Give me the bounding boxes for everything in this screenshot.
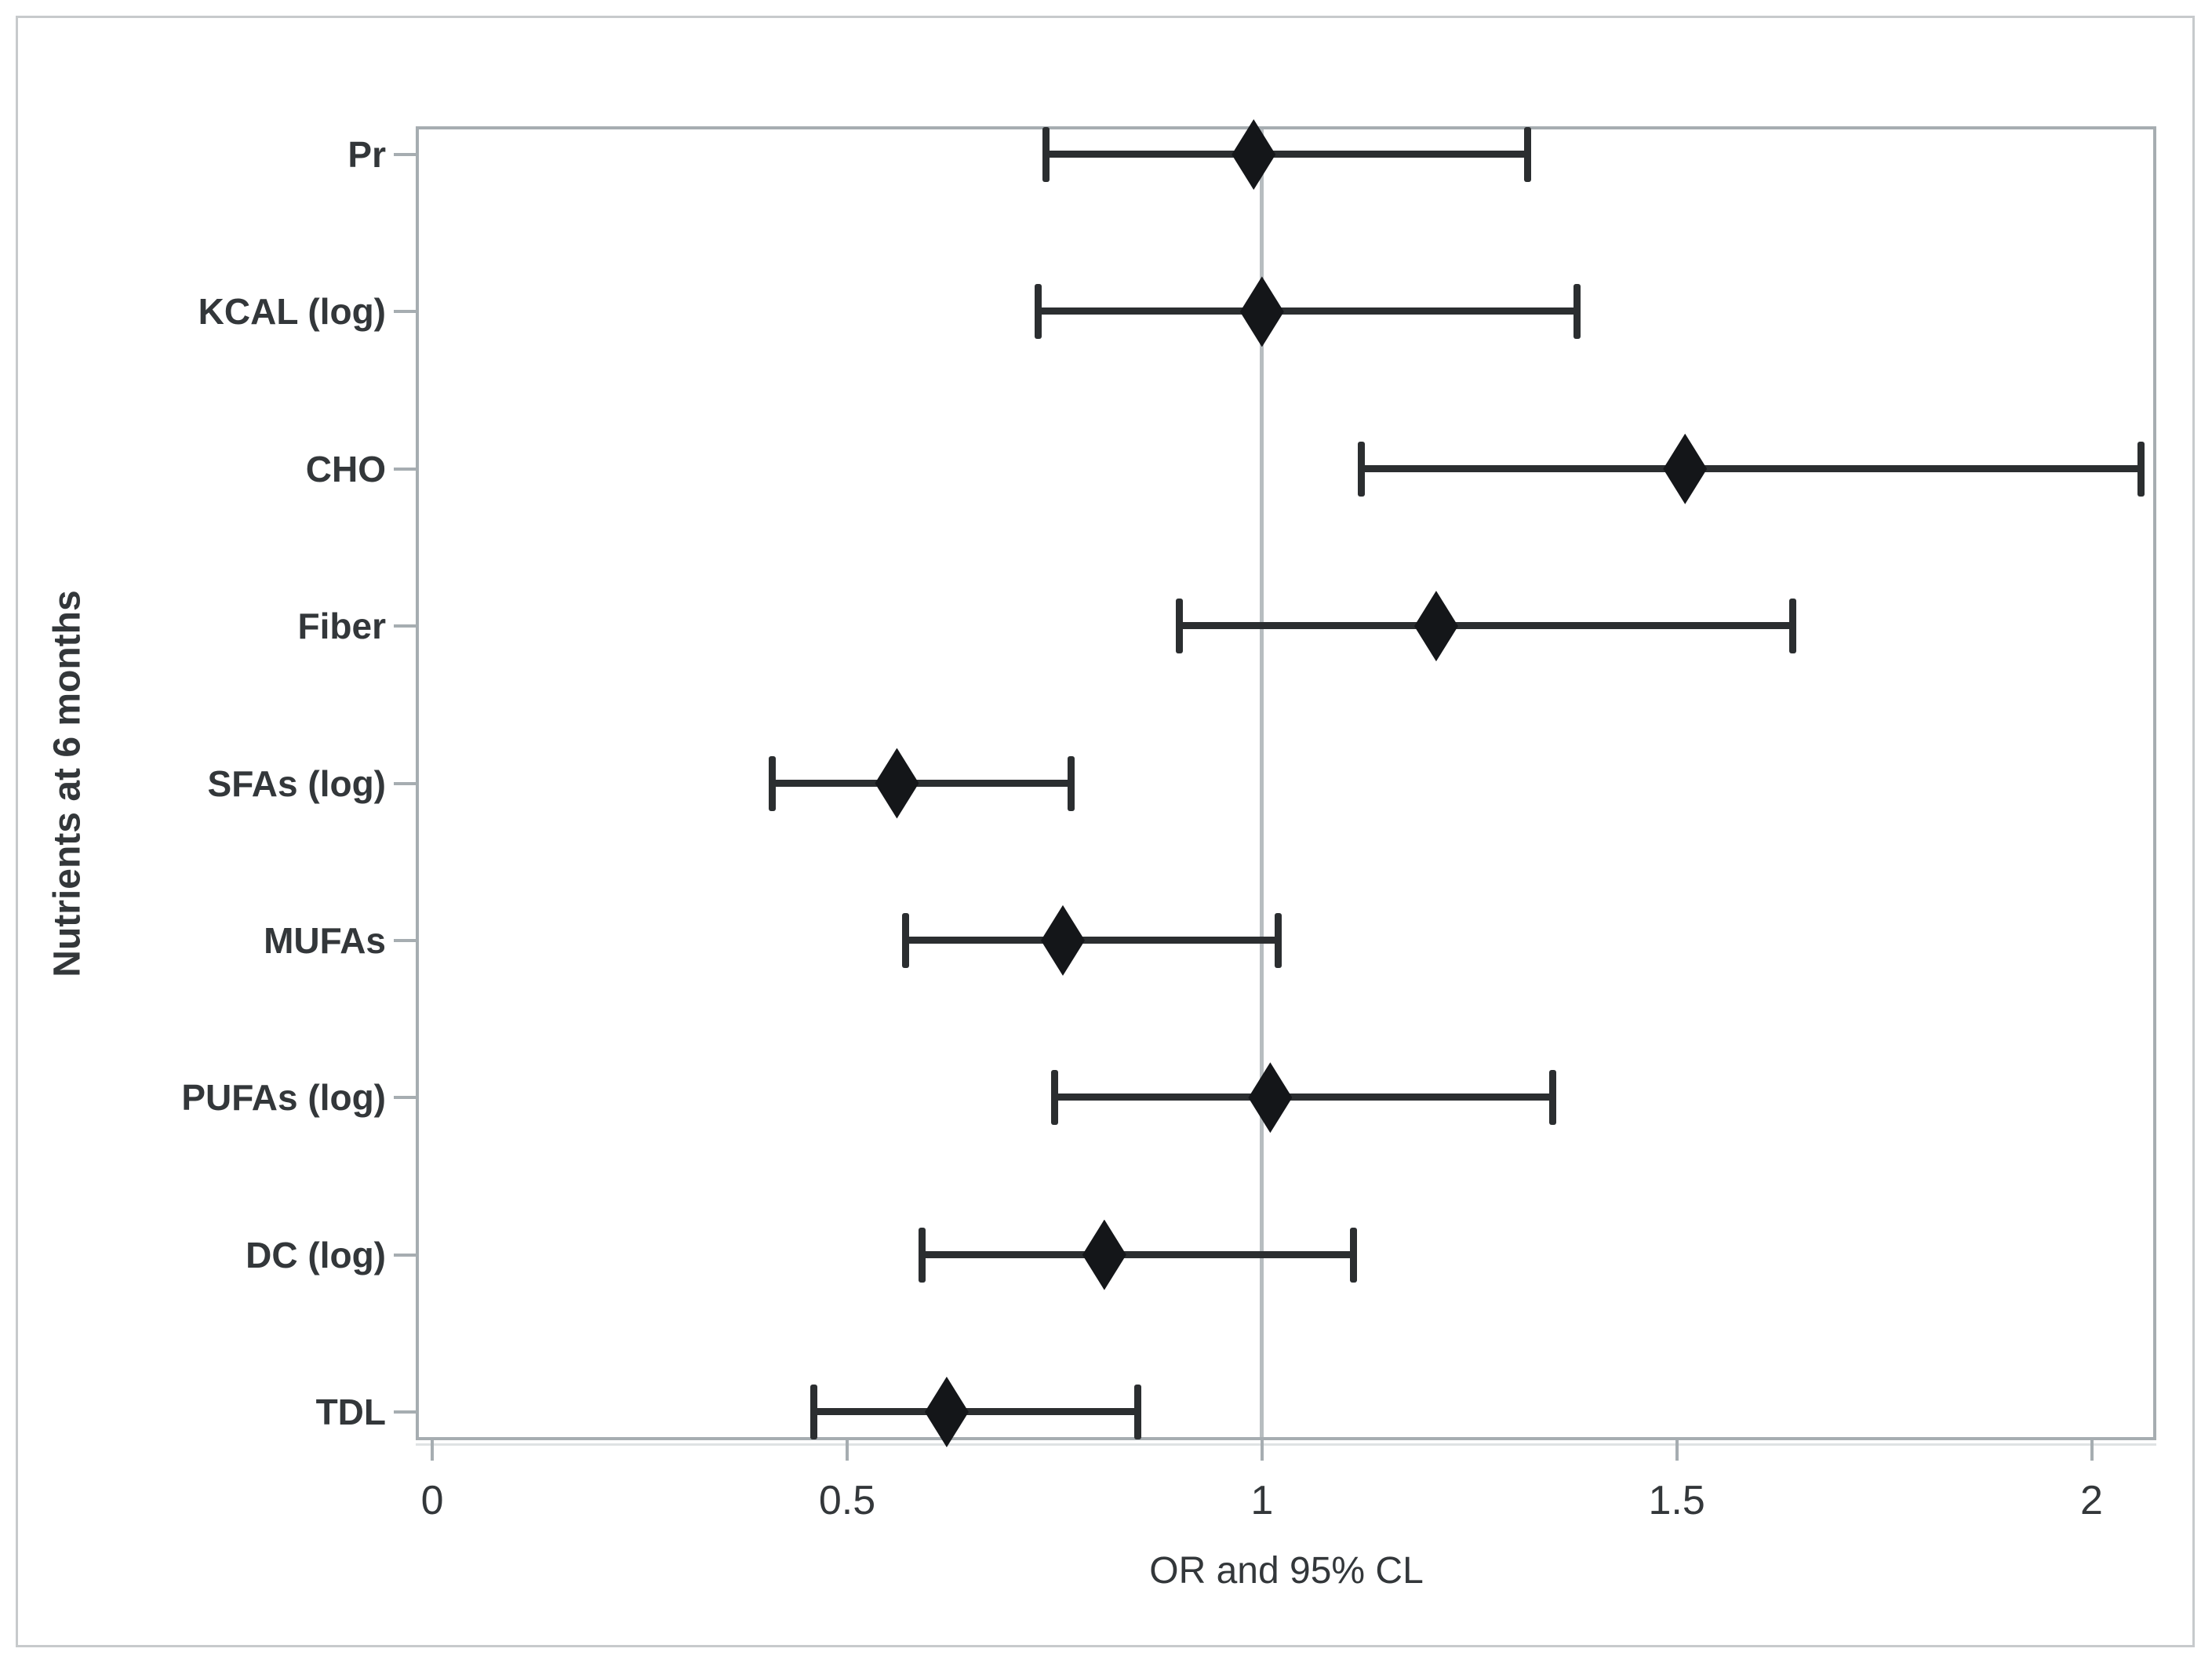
ci-cap-right — [1068, 755, 1075, 811]
ci-bar — [1179, 622, 1793, 630]
ci-cap-right — [1574, 284, 1581, 340]
ci-cap-right — [1789, 599, 1797, 654]
ci-bar — [813, 1408, 1138, 1415]
row-label: SFAs (log) — [207, 762, 386, 804]
row-label: KCAL (log) — [198, 291, 386, 333]
x-tick — [1675, 1440, 1679, 1461]
ci-cap-right — [1349, 1227, 1357, 1283]
x-tick — [1260, 1440, 1264, 1461]
ci-cap-left — [1034, 284, 1042, 340]
x-tick — [2090, 1440, 2094, 1461]
ci-cap-left — [1050, 1070, 1058, 1126]
ci-cap-left — [901, 912, 909, 968]
row-label: MUFAs — [264, 919, 386, 961]
x-tick — [431, 1440, 435, 1461]
y-tick — [394, 938, 416, 942]
row-label: Fiber — [297, 606, 386, 647]
y-tick — [394, 624, 416, 628]
x-tick-label: 0.5 — [818, 1478, 876, 1523]
x-axis-line-shadow — [416, 1443, 2156, 1446]
y-tick — [394, 310, 416, 314]
row-label: PUFAs (log) — [181, 1077, 386, 1119]
x-tick-label: 0 — [420, 1478, 444, 1523]
ci-bar — [922, 1250, 1354, 1258]
ci-cap-left — [1042, 127, 1050, 182]
ci-cap-left — [769, 755, 777, 811]
ci-bar — [1046, 151, 1528, 158]
row-label: CHO — [305, 448, 386, 489]
y-tick — [394, 1253, 416, 1257]
y-tick — [394, 1410, 416, 1414]
reference-line — [1260, 129, 1264, 1437]
ci-bar — [1038, 307, 1577, 315]
ci-cap-left — [1175, 599, 1183, 654]
y-axis-title: Nutrients at 6 months — [46, 590, 89, 977]
ci-cap-right — [1275, 912, 1282, 968]
ci-cap-left — [918, 1227, 926, 1283]
plot-area — [416, 126, 2156, 1440]
x-tick — [845, 1440, 849, 1461]
ci-bar — [905, 936, 1279, 944]
x-tick-label: 1.5 — [1648, 1478, 1705, 1523]
ci-cap-left — [1358, 441, 1366, 497]
ci-bar — [1054, 1094, 1552, 1101]
ci-cap-right — [1523, 127, 1531, 182]
ci-bar — [1361, 464, 2141, 472]
x-tick-label: 2 — [2080, 1478, 2103, 1523]
x-axis-title: OR and 95% CL — [1149, 1550, 1424, 1592]
ci-cap-left — [810, 1385, 818, 1439]
ci-cap-right — [1548, 1070, 1556, 1126]
x-tick-label: 1 — [1250, 1478, 1274, 1523]
ci-cap-right — [1133, 1385, 1141, 1439]
y-tick — [394, 467, 416, 471]
row-label: DC (log) — [246, 1234, 386, 1275]
ci-cap-right — [2137, 441, 2145, 497]
row-label: TDL — [315, 1392, 386, 1432]
row-label: Pr — [347, 134, 386, 175]
ci-bar — [772, 779, 1071, 787]
y-tick — [394, 153, 416, 156]
y-tick — [394, 781, 416, 785]
y-tick — [394, 1096, 416, 1100]
